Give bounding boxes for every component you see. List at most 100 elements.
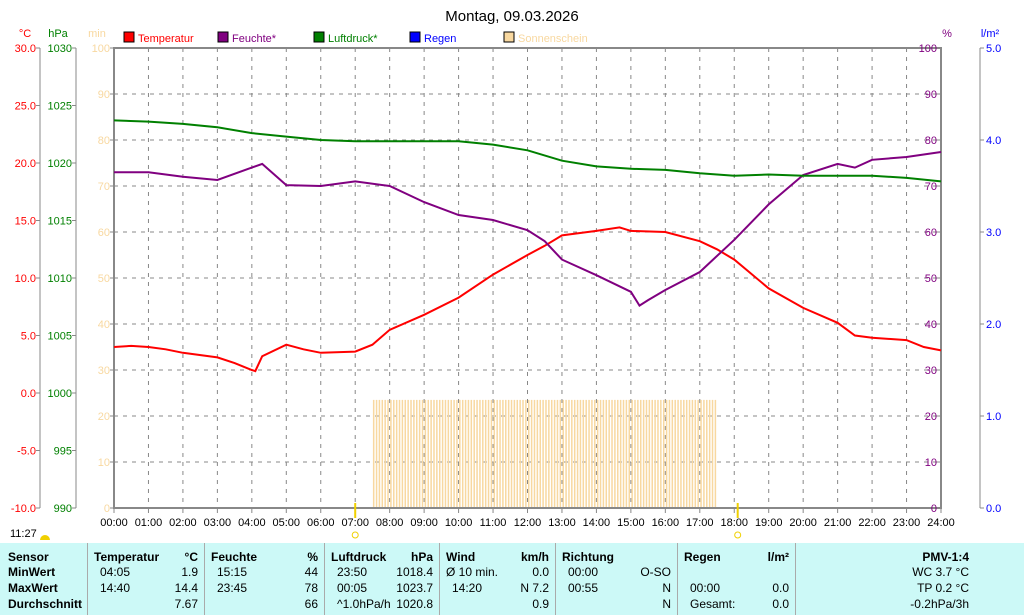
sunshine-bar bbox=[470, 399, 473, 508]
x-tick-label: 09:00 bbox=[410, 517, 438, 529]
cell-right: 0.0 bbox=[772, 597, 789, 611]
sunshine-bar bbox=[625, 399, 628, 508]
sunshine-bar bbox=[473, 399, 475, 508]
axis-label-temp: °C bbox=[19, 28, 31, 40]
sunshine-bar bbox=[671, 399, 674, 508]
x-tick-label: 01:00 bbox=[135, 517, 163, 529]
sunshine-bar bbox=[510, 399, 513, 508]
cell-left: 00:55 bbox=[568, 581, 599, 595]
sunshine-bar bbox=[418, 399, 421, 508]
tick-label-temp: 10.0 bbox=[15, 273, 36, 285]
sunshine-bar bbox=[594, 399, 596, 508]
sunshine-bar bbox=[444, 399, 447, 508]
sunshine-bar bbox=[390, 399, 392, 508]
tick-label-pressure: 1025 bbox=[48, 101, 72, 113]
sunshine-bar bbox=[384, 399, 386, 508]
tick-label-humidity: 0 bbox=[931, 503, 937, 515]
sunshine-bar bbox=[599, 399, 602, 508]
sunshine-bar bbox=[639, 399, 642, 508]
cell-left: 23:45 bbox=[217, 581, 248, 595]
tick-label-pressure: 1015 bbox=[48, 216, 72, 228]
legend-swatch bbox=[217, 31, 229, 43]
col-head: Feuchte bbox=[211, 550, 258, 564]
col-unit: l/m² bbox=[767, 550, 789, 564]
cell-right: 1020.8 bbox=[396, 597, 433, 611]
sun-marker-icon bbox=[734, 531, 742, 539]
x-tick-label: 13:00 bbox=[548, 517, 576, 529]
sunshine-bar bbox=[706, 399, 708, 508]
sunshine-bar bbox=[634, 399, 636, 508]
tick-label-rain: 4.0 bbox=[986, 135, 1001, 147]
tick-label-temp: 15.0 bbox=[15, 216, 36, 228]
tick-label-sun: 50 bbox=[98, 273, 110, 285]
sunshine-bar bbox=[424, 399, 427, 508]
sunshine-bar bbox=[674, 399, 676, 508]
x-tick-label: 07:00 bbox=[341, 517, 369, 529]
sunshine-bar bbox=[464, 399, 467, 508]
cell-left: 04:05 bbox=[100, 565, 131, 579]
sunshine-bar bbox=[525, 399, 527, 508]
sunshine-bar bbox=[372, 399, 375, 508]
series-feuchte bbox=[114, 151, 942, 307]
x-tick-label: 21:00 bbox=[824, 517, 852, 529]
tick-label-humidity: 80 bbox=[925, 135, 937, 147]
col-3: Luftdruck hPa 23:50 1018.4 00:05 1023.7 ^1.… bbox=[325, 543, 440, 615]
sunshine-bar bbox=[542, 399, 544, 508]
tick-label-humidity: 100 bbox=[919, 43, 937, 55]
legend-label: Sonnenschein bbox=[518, 33, 588, 45]
tick-label-pressure: 1005 bbox=[48, 331, 72, 343]
tick-label-temp: 30.0 bbox=[15, 43, 36, 55]
col-6: Regen l/m² 00:00 0.0 Gesamt: 0.0 bbox=[678, 543, 796, 615]
sunshine-bar bbox=[579, 399, 582, 508]
sunshine-bar bbox=[714, 399, 717, 508]
col-2: Feuchte % 15:15 44 23:45 78 66 bbox=[205, 543, 325, 615]
sunshine-bar bbox=[536, 399, 539, 508]
sunshine-bar bbox=[433, 399, 435, 508]
tick-label-humidity: 20 bbox=[925, 411, 937, 423]
tick-label-pressure: 1020 bbox=[48, 158, 72, 170]
sunshine-bar bbox=[576, 399, 579, 508]
tick-label-sun: 70 bbox=[98, 181, 110, 193]
legend-label: Temperatur bbox=[138, 33, 194, 45]
sunshine-bar bbox=[683, 399, 685, 508]
tick-label-temp: 0.0 bbox=[21, 388, 36, 400]
sunshine-bar bbox=[619, 399, 622, 508]
sunshine-bar bbox=[461, 399, 464, 508]
tick-label-sun: 60 bbox=[98, 227, 110, 239]
sunshine-bar bbox=[513, 399, 516, 508]
col-head: Richtung bbox=[562, 550, 614, 564]
cell-right: 44 bbox=[304, 565, 318, 579]
sunshine-bar bbox=[694, 399, 697, 508]
tick-label-humidity: 50 bbox=[925, 273, 937, 285]
sunshine-bar bbox=[375, 399, 378, 508]
sunshine-bar bbox=[539, 399, 541, 508]
axis-label-sun: min bbox=[88, 28, 106, 40]
legend-label: Feuchte* bbox=[232, 33, 277, 45]
sunshine-bar bbox=[378, 399, 381, 508]
sunshine-bar bbox=[476, 399, 478, 508]
sunshine-bar bbox=[553, 399, 556, 508]
tick-label-rain: 1.0 bbox=[986, 411, 1001, 423]
sunshine-bar bbox=[528, 399, 530, 508]
cell-right: 1.9 bbox=[181, 565, 198, 579]
tick-label-humidity: 10 bbox=[925, 457, 937, 469]
x-tick-label: 18:00 bbox=[720, 517, 748, 529]
x-tick-label: 04:00 bbox=[238, 517, 266, 529]
x-tick-label: 15:00 bbox=[617, 517, 645, 529]
x-tick-label: 16:00 bbox=[652, 517, 680, 529]
sunshine-bar bbox=[484, 399, 487, 508]
tick-label-humidity: 40 bbox=[925, 319, 937, 331]
legend-swatch bbox=[123, 31, 135, 43]
sunshine-bar bbox=[387, 399, 389, 508]
tick-label-rain: 0.0 bbox=[986, 503, 1001, 515]
sunshine-bar bbox=[617, 399, 619, 508]
axis-label-humidity: % bbox=[942, 28, 952, 40]
tick-label-pressure: 1010 bbox=[48, 273, 72, 285]
sunshine-bar bbox=[548, 399, 550, 508]
sunshine-bar bbox=[608, 399, 610, 508]
sunshine-bar bbox=[490, 399, 493, 508]
sunshine-bar bbox=[622, 399, 625, 508]
tick-label-pressure: 990 bbox=[54, 503, 72, 515]
sunshine-bar bbox=[677, 399, 679, 508]
tick-label-rain: 3.0 bbox=[986, 227, 1001, 239]
